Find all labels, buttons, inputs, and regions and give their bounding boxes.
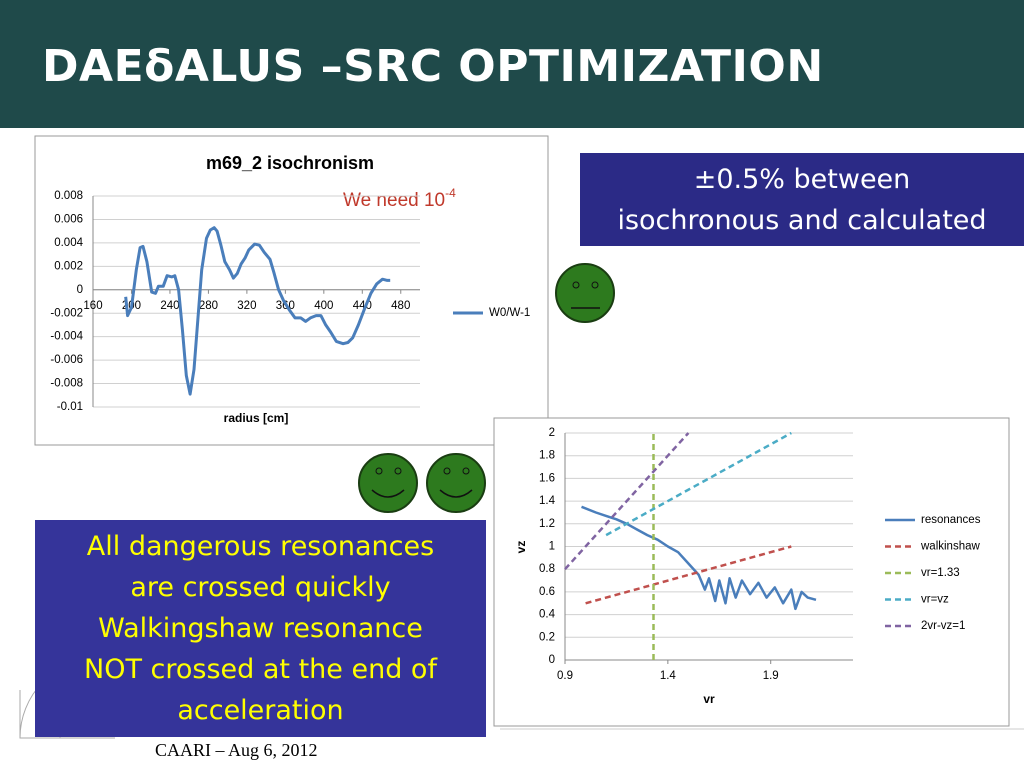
- y-tick-label: 0.8: [539, 563, 555, 575]
- x-tick-label: 1.9: [763, 670, 779, 682]
- series-line: [585, 545, 792, 605]
- legend-label: 2vr-vz=1: [921, 620, 965, 632]
- neutral-face: [555, 263, 615, 323]
- x-tick-label: 160: [83, 300, 102, 312]
- y-tick-label: -0.01: [57, 401, 83, 413]
- y-tick-label: 0.2: [539, 631, 555, 643]
- callout-line: All dangerous resonances: [86, 531, 435, 562]
- smiley: [426, 453, 486, 513]
- chart-frame: [493, 417, 1010, 727]
- y-tick-label: 1.8: [539, 450, 555, 462]
- x-axis-label: vr: [703, 692, 715, 706]
- y-tick-label: -0.008: [50, 378, 83, 390]
- series-line: [605, 431, 792, 537]
- callout-line: are crossed quickly: [130, 572, 391, 603]
- x-tick-label: 0.9: [557, 670, 573, 682]
- series-line: [564, 432, 690, 571]
- y-tick-label: 2: [549, 427, 555, 439]
- x-tick-label: 240: [160, 300, 179, 312]
- y-tick-label: -0.002: [50, 307, 83, 319]
- y-tick-label: 1.6: [539, 472, 555, 484]
- y-tick-label: 0: [549, 654, 555, 666]
- chart-frame: [34, 135, 549, 446]
- legend-label: W0/W-1: [489, 307, 530, 319]
- series-line: [581, 505, 817, 611]
- callout-line: isochronous and calculated: [617, 205, 987, 236]
- x-tick-label: 480: [391, 300, 410, 312]
- callout-line: acceleration: [177, 695, 344, 726]
- y-tick-label: 1.2: [539, 518, 555, 530]
- y-tick-label: 1.4: [539, 495, 556, 507]
- legend-label: vr=1.33: [921, 567, 960, 579]
- x-tick-label: 400: [314, 300, 333, 312]
- footer: CAARI – Aug 6, 2012: [155, 740, 318, 760]
- y-tick-label: -0.004: [50, 331, 83, 343]
- callout-line: NOT crossed at the end of: [84, 654, 437, 685]
- x-tick-label: 280: [199, 300, 218, 312]
- slide-title: DAEδALUS –SRC OPTIMIZATION RESULTS: [0, 0, 1024, 226]
- smiley: [358, 453, 418, 513]
- y-tick-label: 0.4: [539, 609, 556, 621]
- y-axis-label: vz: [514, 541, 528, 554]
- annotation-text: We need 10: [343, 190, 445, 211]
- legend-label: vr=vz: [921, 594, 949, 606]
- callout-top: ±0.5% between isochronous and calculated: [580, 153, 1024, 246]
- chart-title: m69_2 isochronism: [206, 153, 374, 173]
- y-tick-label: 0.006: [54, 213, 83, 225]
- annotation: We need 10-4: [343, 186, 456, 211]
- callout-line: Walkingshaw resonance: [98, 613, 423, 644]
- y-tick-label: 1: [549, 541, 555, 553]
- series-line: [124, 226, 391, 396]
- x-tick-label: 320: [237, 300, 256, 312]
- y-tick-label: 0.004: [54, 237, 83, 249]
- y-tick-label: 0.6: [539, 586, 555, 598]
- legend-label: walkinshaw: [920, 541, 980, 553]
- y-tick-label: 0.002: [54, 260, 83, 272]
- callout-bottom: All dangerous resonances are crossed qui…: [35, 520, 486, 737]
- x-axis-label: radius [cm]: [224, 411, 289, 425]
- y-tick-label: 0.008: [54, 190, 83, 202]
- annotation-superscript: -4: [445, 186, 456, 200]
- y-tick-label: -0.006: [50, 354, 83, 366]
- y-tick-label: 0: [77, 284, 83, 296]
- callout-line: ±0.5% between: [693, 164, 911, 195]
- legend-label: resonances: [921, 514, 981, 526]
- x-tick-label: 1.4: [660, 670, 677, 682]
